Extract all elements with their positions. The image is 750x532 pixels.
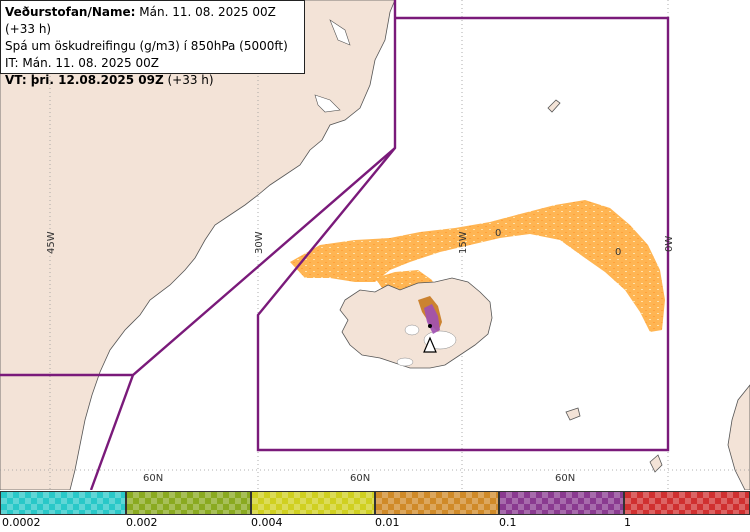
legend-label-3: 0.004 xyxy=(251,516,283,529)
lon-label-45w: 45W xyxy=(46,231,57,254)
region-boundary xyxy=(0,0,670,490)
greenland-landmass xyxy=(0,0,396,490)
lon-label-30w: 30W xyxy=(254,231,265,254)
lat-label-60n-3: 60N xyxy=(555,473,575,484)
legend-swatch-1 xyxy=(0,491,126,515)
color-legend: 0.0002 0.002 0.004 0.01 0.1 1 xyxy=(0,491,750,532)
ash-plume-main xyxy=(290,200,665,332)
legend-swatch-3 xyxy=(251,491,375,515)
plume-label-2: 0 xyxy=(615,247,621,258)
legend-label-2: 0.002 xyxy=(126,516,158,529)
volcano-icon xyxy=(423,336,437,353)
legend-swatch-4 xyxy=(375,491,499,515)
legend-swatch-2 xyxy=(126,491,251,515)
legend-label-1: 0.0002 xyxy=(2,516,41,529)
ash-map: 45W 30W 15W 0W 60N 60N 60N 0 0 xyxy=(0,0,750,490)
legend-swatch-5 xyxy=(499,491,624,515)
lon-label-0w: 0W xyxy=(664,236,675,252)
lat-label-60n-1: 60N xyxy=(143,473,163,484)
forecast-info-box: Veðurstofan/Name: Mán. 11. 08. 2025 00Z … xyxy=(0,0,305,87)
lon-label-15w: 15W xyxy=(458,231,469,254)
norway-coast xyxy=(727,384,750,490)
ash-plume-high xyxy=(424,304,440,334)
legend-label-6: 1 xyxy=(624,516,631,529)
issuer-line: Veðurstofan/Name: Mán. 11. 08. 2025 00Z … xyxy=(5,5,276,36)
legend-swatch-6 xyxy=(624,491,750,515)
lat-label-60n-2: 60N xyxy=(350,473,370,484)
plume-label-1: 0 xyxy=(495,228,501,239)
initial-time-line: IT: Mán. 11. 08. 2025 00Z xyxy=(5,56,159,70)
product-line: Spá um öskudreifingu (g/m3) í 850hPa (50… xyxy=(5,39,288,53)
iceland-landmass xyxy=(339,277,493,369)
jan-mayen-island xyxy=(547,99,561,113)
valid-time-line: VT: þri. 12.08.2025 09Z (+33 h) xyxy=(5,73,214,87)
legend-label-5: 0.1 xyxy=(499,516,517,529)
legend-label-4: 0.01 xyxy=(375,516,400,529)
